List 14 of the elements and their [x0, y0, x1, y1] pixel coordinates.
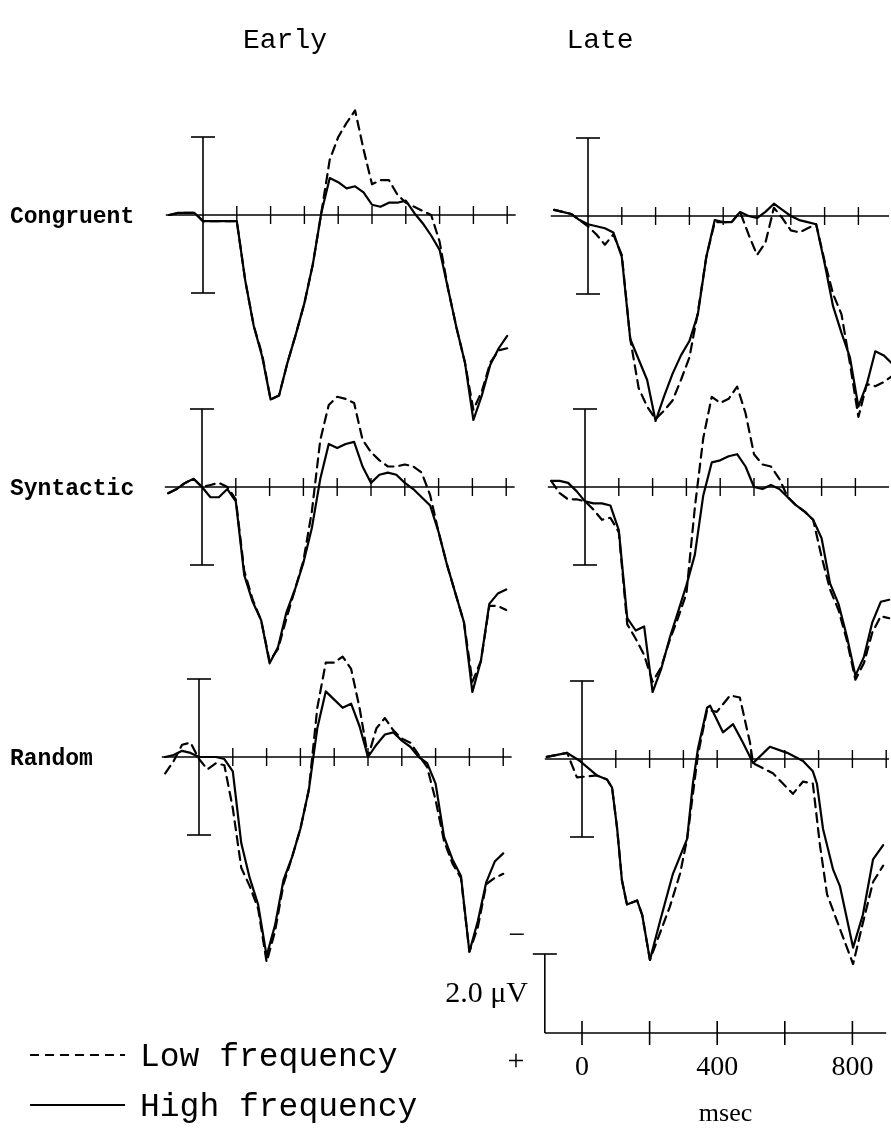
chart-title: Early: [242, 25, 328, 56]
legend-label: Low frequency: [140, 1039, 398, 1076]
text: +: [507, 1043, 525, 1076]
x-tick-label: 0: [575, 1050, 589, 1081]
x-axis-title: msec: [698, 1098, 753, 1127]
chart-title: Late: [566, 25, 634, 56]
y-axis-title: Random: [10, 746, 93, 772]
y-axis-title: Syntactic: [10, 476, 135, 502]
y-axis-title: Congruent: [10, 204, 135, 230]
x-tick-label: 400: [696, 1050, 739, 1081]
legend-label: High frequency: [140, 1089, 418, 1126]
x-tick-label: 800: [831, 1050, 874, 1081]
annotation: −: [508, 917, 526, 950]
text: 2.0 μV: [445, 975, 529, 1008]
